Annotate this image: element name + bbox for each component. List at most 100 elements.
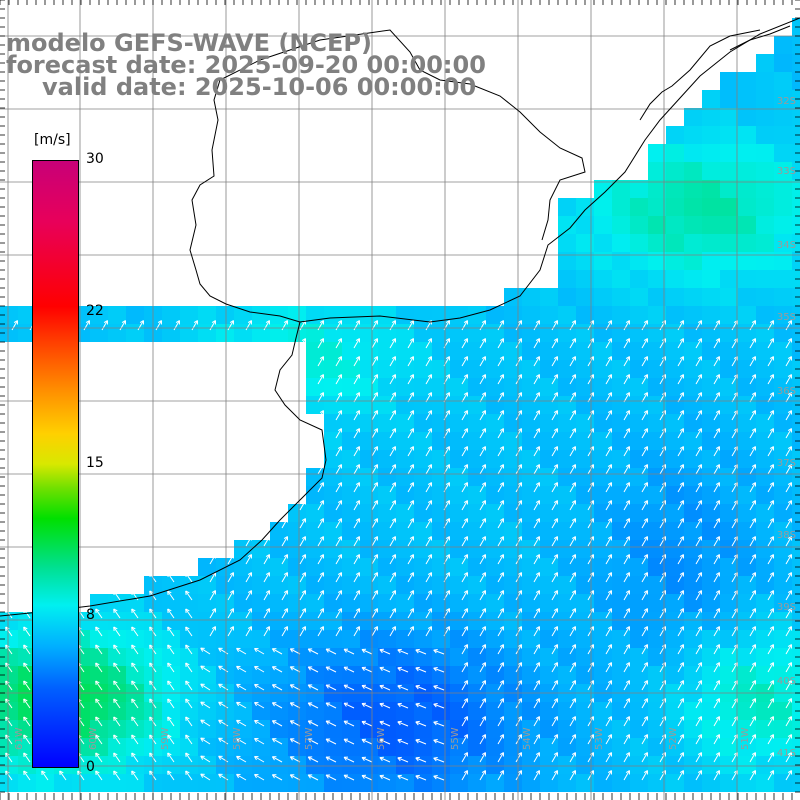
wind-cell — [378, 324, 396, 342]
wind-arrow — [677, 698, 684, 709]
wind-arrow-head — [131, 626, 136, 630]
wind-cell — [540, 648, 558, 666]
wind-arrow-head — [679, 716, 684, 720]
wind-arrow — [425, 356, 432, 367]
wind-cell — [558, 576, 576, 594]
wind-arrow-head — [95, 770, 100, 774]
wind-arrow-head — [77, 770, 82, 774]
wind-arrow-head — [607, 716, 612, 720]
wind-arrow — [569, 464, 576, 475]
wind-arrow-head — [23, 608, 28, 612]
wind-cell — [360, 342, 378, 360]
wind-cell — [594, 630, 612, 648]
wind-arrow — [785, 734, 792, 745]
lat-label: 39S — [776, 602, 796, 613]
wind-cell — [432, 522, 450, 540]
wind-cell — [702, 738, 720, 756]
wind-cell — [360, 594, 378, 612]
wind-arrow-head — [517, 698, 522, 702]
wind-cell — [342, 648, 360, 666]
wind-arrow-head — [319, 626, 324, 630]
wind-arrow-head — [185, 752, 190, 756]
wind-arrow-head — [787, 626, 792, 630]
wind-arrow-head — [229, 608, 234, 612]
wind-arrow — [299, 536, 306, 547]
wind-arrow-head — [373, 392, 378, 396]
wind-cell — [432, 396, 450, 414]
wind-cell — [576, 432, 594, 450]
wind-cell — [648, 774, 666, 792]
wind-arrow — [767, 644, 774, 655]
wind-arrow — [713, 770, 720, 781]
wind-arrow — [425, 446, 432, 457]
wind-cell — [504, 360, 522, 378]
wind-arrow — [677, 626, 684, 637]
wind-arrow — [479, 770, 486, 781]
wind-cell — [756, 288, 774, 306]
wind-arrow — [713, 518, 720, 529]
wind-cell — [594, 198, 612, 216]
wind-arrow-head — [625, 392, 630, 396]
wind-cell — [558, 270, 576, 288]
wind-arrow — [605, 698, 612, 709]
wind-arrow — [325, 756, 337, 763]
wind-arrow — [551, 356, 558, 367]
wind-cell — [666, 378, 684, 396]
wind-arrow-head — [337, 518, 342, 522]
wind-cell — [396, 486, 414, 504]
wind-arrow-head — [167, 590, 172, 594]
wind-cell — [360, 558, 378, 576]
wind-cell — [738, 126, 756, 144]
wind-cell — [720, 144, 738, 162]
wind-arrow-head — [571, 464, 576, 468]
wind-arrow-head — [185, 662, 190, 666]
wind-cell — [756, 342, 774, 360]
wind-cell — [306, 630, 324, 648]
wind-arrow — [5, 626, 13, 637]
wind-arrow — [218, 755, 229, 763]
wind-arrow-head — [715, 662, 720, 666]
wind-arrow-head — [343, 703, 347, 707]
wind-arrow-head — [697, 662, 702, 666]
wind-arrow — [641, 608, 648, 619]
wind-cell — [504, 630, 522, 648]
wind-arrow — [227, 608, 234, 619]
coastline-segment — [189, 29, 586, 323]
forecast-date: forecast date: 2025-09-20 00:00:00 — [6, 51, 486, 79]
wind-cell — [756, 774, 774, 792]
wind-cell — [756, 702, 774, 720]
wind-arrow — [371, 374, 378, 385]
wind-arrow — [641, 662, 648, 673]
wind-cell — [702, 324, 720, 342]
wind-arrow — [785, 500, 792, 511]
wind-arrow — [389, 446, 396, 457]
wind-arrow-head — [433, 667, 437, 672]
wind-arrow — [713, 716, 720, 727]
wind-arrow — [461, 572, 468, 583]
wind-arrow-head — [571, 698, 576, 702]
wind-arrow — [731, 392, 738, 403]
wind-arrow-head — [343, 685, 347, 689]
wind-arrow — [335, 338, 342, 349]
wind-cell — [126, 648, 144, 666]
wind-arrow — [641, 410, 648, 421]
wind-arrow-head — [427, 410, 432, 414]
wind-arrow — [245, 554, 252, 565]
coastline-segment — [729, 25, 791, 51]
wind-cell — [180, 612, 198, 630]
wind-cell — [756, 270, 774, 288]
wind-arrow-head — [5, 752, 10, 756]
wind-arrow — [299, 572, 306, 583]
wind-arrow-head — [343, 739, 347, 743]
wind-arrow-head — [553, 752, 558, 756]
wind-cell — [540, 576, 558, 594]
wind-arrow — [713, 482, 720, 493]
wind-arrow-head — [23, 752, 28, 756]
wind-arrow — [695, 518, 702, 529]
wind-arrow — [433, 667, 445, 673]
wind-cell — [378, 504, 396, 522]
wind-arrow-head — [254, 738, 257, 743]
wind-cell — [720, 432, 738, 450]
wind-arrow-head — [319, 482, 324, 486]
wind-arrow — [713, 356, 720, 367]
